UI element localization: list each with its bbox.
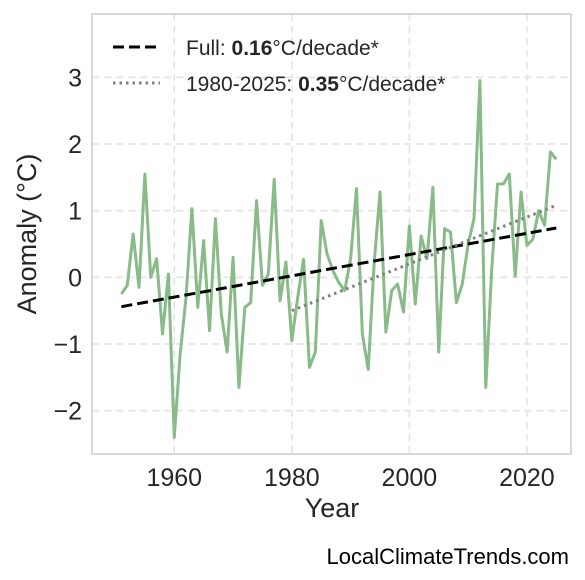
- legend: Full: 0.16°C/decade* 1980-2025: 0.35°C/d…: [113, 37, 445, 96]
- x-tick-label: 2020: [499, 464, 555, 492]
- legend-label-full: Full: 0.16°C/decade*: [186, 37, 379, 60]
- y-tick-label: 3: [68, 64, 82, 92]
- recent-trend-line: [291, 203, 557, 313]
- full-trend-line: [121, 226, 557, 309]
- y-tick-label: −2: [53, 398, 82, 426]
- y-tick-label: 1: [68, 198, 82, 226]
- y-tick-label: 0: [68, 264, 82, 292]
- x-tick-label: 2000: [382, 464, 438, 492]
- site-credit: LocalClimateTrends.com: [326, 544, 570, 569]
- y-axis-label: Anomaly (°C): [12, 154, 42, 315]
- x-tick-label: 1960: [146, 464, 202, 492]
- plot-frame: [91, 13, 572, 455]
- y-tick-label: −1: [53, 331, 82, 359]
- x-tick-label: 1980: [264, 464, 320, 492]
- y-tick-labels: −2 −1 0 1 2 3: [53, 64, 82, 425]
- y-tick-label: 2: [68, 131, 82, 159]
- x-axis-label: Year: [305, 493, 360, 523]
- legend-label-recent: 1980-2025: 0.35°C/decade*: [186, 73, 445, 96]
- anomaly-series-line: [120, 79, 558, 439]
- x-tick-labels: 1960 1980 2000 2020: [146, 464, 554, 492]
